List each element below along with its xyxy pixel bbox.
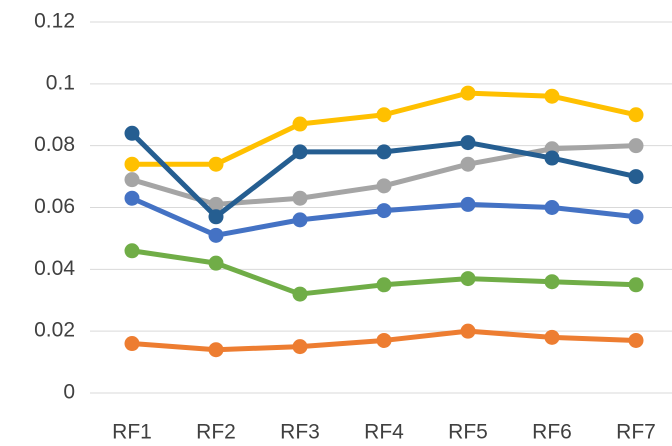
point	[460, 156, 476, 172]
x-tick-label: RF3	[280, 421, 320, 444]
point	[376, 107, 392, 123]
point	[376, 178, 392, 194]
y-tick-label: 0.06	[34, 195, 75, 218]
point	[124, 125, 140, 141]
point	[628, 107, 644, 123]
point	[376, 144, 392, 160]
point	[292, 144, 308, 160]
point	[460, 85, 476, 101]
point	[376, 332, 392, 348]
y-tick-label: 0.04	[34, 257, 75, 280]
point	[544, 274, 560, 290]
point	[376, 203, 392, 219]
point	[208, 342, 224, 358]
y-tick-label: 0.12	[34, 10, 75, 33]
point	[460, 271, 476, 287]
point	[124, 172, 140, 188]
point	[208, 196, 224, 212]
point	[292, 212, 308, 228]
point	[544, 150, 560, 166]
x-tick-label: RF7	[616, 421, 656, 444]
point	[208, 209, 224, 225]
x-tick-label: RF1	[112, 421, 152, 444]
point	[628, 169, 644, 185]
y-tick-label: 0	[63, 381, 75, 404]
point	[208, 227, 224, 243]
point	[208, 255, 224, 271]
point	[460, 196, 476, 212]
point	[628, 209, 644, 225]
point	[628, 277, 644, 293]
point	[292, 339, 308, 355]
point	[124, 243, 140, 259]
y-tick-label: 0.02	[34, 319, 75, 342]
point	[544, 329, 560, 345]
point	[208, 156, 224, 172]
point	[124, 190, 140, 206]
point	[544, 88, 560, 104]
point	[292, 116, 308, 132]
point	[460, 135, 476, 151]
point	[460, 323, 476, 339]
x-tick-label: RF5	[448, 421, 488, 444]
point	[628, 138, 644, 154]
point	[124, 156, 140, 172]
point	[124, 336, 140, 352]
x-tick-label: RF6	[532, 421, 572, 444]
x-tick-label: RF2	[196, 421, 236, 444]
point	[292, 190, 308, 206]
point	[628, 332, 644, 348]
point	[292, 286, 308, 302]
point	[544, 200, 560, 215]
point	[376, 277, 392, 293]
x-tick-label: RF4	[364, 421, 404, 444]
y-tick-label: 0.08	[34, 133, 75, 156]
y-tick-label: 0.1	[46, 71, 75, 94]
